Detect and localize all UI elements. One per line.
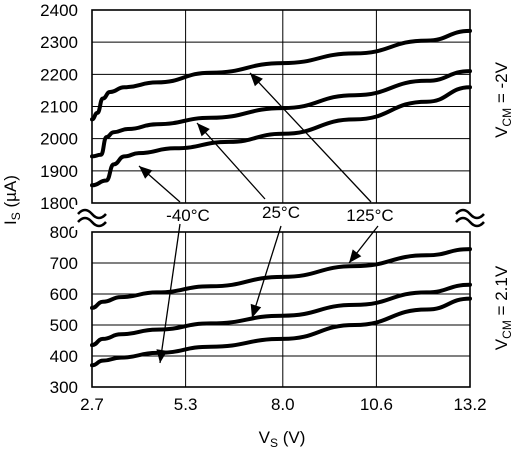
y-tick-label-top-6: 2400 xyxy=(40,1,78,20)
y-tick-label-bottom-2: 500 xyxy=(50,316,78,335)
y-tick-label-top-3: 2100 xyxy=(40,98,78,117)
plot-frames xyxy=(91,9,471,388)
axis-break-mark-right-1 xyxy=(455,216,485,228)
curves xyxy=(90,28,472,368)
annotation-arrow-3 xyxy=(251,225,282,319)
y-tick-label-top-5: 2300 xyxy=(40,33,78,52)
annotation-arrowhead-2 xyxy=(197,123,210,137)
annotation-arrowhead-0 xyxy=(139,166,153,179)
x-tick-label-3: 10.6 xyxy=(360,395,393,414)
axis-break-gap-right xyxy=(452,205,488,230)
x-axis-title: VS (V) xyxy=(259,428,306,449)
axis-break-marks xyxy=(74,205,488,230)
annotation-arrow-2 xyxy=(196,122,266,200)
axis-break-gap-left xyxy=(74,205,110,230)
y-tick-label-top-4: 2200 xyxy=(40,65,78,84)
condition-label-bottom: VCM = 2.1V xyxy=(492,265,511,350)
annotation-arrowhead-4 xyxy=(250,73,263,87)
series-line-top-1 xyxy=(90,69,472,159)
series-line-bottom-0 xyxy=(90,247,472,310)
y-tick-label-bottom-5: 800 xyxy=(50,223,78,242)
y-tick-label-bottom-0: 300 xyxy=(50,378,78,397)
tick-labels: 1800 1900 2000 2100 2200 2300 2400 300 400 500 600… xyxy=(40,1,486,414)
y-tick-label-bottom-1: 400 xyxy=(50,347,78,366)
annotation-arrow-4 xyxy=(249,72,372,203)
plot-frame-bottom xyxy=(91,231,471,388)
annotation-arrows xyxy=(138,72,379,364)
y-tick-label-bottom-3: 600 xyxy=(50,285,78,304)
axis-break-mark-left-0 xyxy=(77,208,107,220)
x-tick-label-1: 5.3 xyxy=(174,395,198,414)
y-axis-title: IS (µA) xyxy=(1,175,23,225)
y-tick-label-bottom-4: 700 xyxy=(50,254,78,273)
annotation-label-125: 125°C xyxy=(346,206,393,225)
plot-frame-top xyxy=(91,9,471,204)
x-tick-label-4: 13.2 xyxy=(453,395,486,414)
y-tick-label-top-1: 1900 xyxy=(40,162,78,181)
annotation-label-25: 25°C xyxy=(262,203,300,222)
annotation-arrowhead-5 xyxy=(349,249,362,263)
series-line-top-2 xyxy=(90,85,472,188)
series-line-bottom-1 xyxy=(90,282,472,348)
condition-label-top: VCM = -2V xyxy=(492,61,511,138)
axis-break-mark-right-0 xyxy=(455,208,485,220)
annotation-arrowhead-1 xyxy=(156,349,168,363)
y-tick-label-top-0: 1800 xyxy=(40,194,78,213)
annotation-arrow-1 xyxy=(159,223,181,364)
series-line-top-0 xyxy=(90,28,472,122)
y-tick-label-top-2: 2000 xyxy=(40,130,78,149)
annotation-arrowhead-3 xyxy=(250,303,262,318)
axis-break-mark-left-1 xyxy=(77,216,107,228)
x-tick-label-0: 2.7 xyxy=(80,395,104,414)
annotation-label-minus40: -40°C xyxy=(166,206,210,225)
series-line-bottom-2 xyxy=(90,296,472,368)
x-tick-label-2: 8.0 xyxy=(271,395,295,414)
